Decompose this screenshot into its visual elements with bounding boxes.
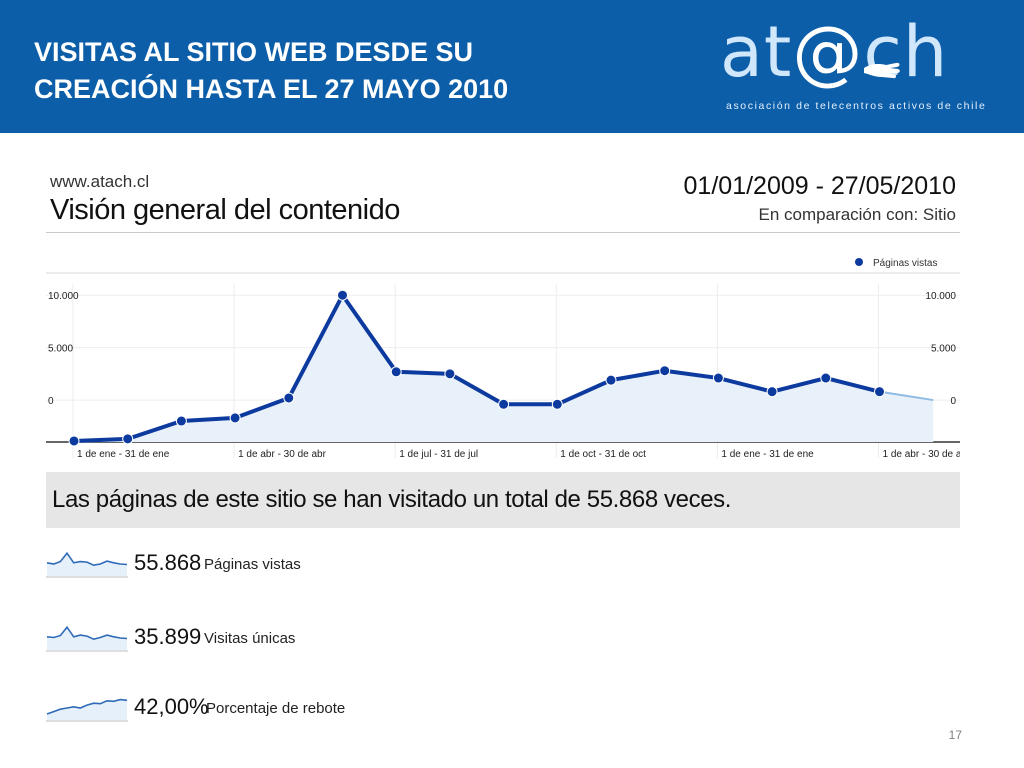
report-heading: Visión general del contenido (50, 194, 400, 226)
comparison-label: En comparación con: Sitio (758, 205, 957, 224)
slide-title-line-2: CREACIÓN HASTA EL 27 MAYO 2010 (34, 74, 509, 104)
total-visits-text: Las páginas de este sitio se han visitad… (52, 486, 732, 513)
legend-marker (855, 258, 863, 266)
y-axis-ticks: 10.000 10.000 5.000 5.000 0 0 (48, 291, 956, 407)
metric-unique-visits-value: 35.899 (134, 624, 202, 649)
atach-logo: at@ch asociación de telecentros activos … (716, 4, 1006, 124)
metric-bounce-rate-value: 42,00% (134, 694, 209, 719)
data-point (337, 289, 348, 301)
x-axis-label: 1 de ene - 31 de ene (721, 449, 814, 460)
data-point (68, 435, 80, 447)
x-axis-label: 1 de oct - 31 de oct (560, 449, 646, 460)
sparkline-line (46, 551, 128, 567)
header-divider (46, 232, 960, 233)
y-axis-tick-right: 0 (950, 396, 956, 407)
data-point (229, 412, 241, 424)
pageviews-line (73, 293, 880, 443)
pageviews-line-chart: 10.000 10.000 5.000 5.000 0 0 1 de ene - 31 d… (46, 258, 960, 460)
hand-icon (864, 62, 900, 79)
x-axis-label: 1 de abr - 30 de a (883, 449, 961, 460)
logo-wordmark: at@ch (720, 4, 948, 100)
bounce-rate-sparkline (46, 698, 128, 722)
data-point (659, 365, 671, 377)
unique-visits-sparkline (46, 625, 128, 652)
sparkline-area (47, 627, 127, 650)
slide-title: VISITAS AL SITIO WEB DESDE SU CREACIÓN H… (34, 34, 674, 108)
site-url: www.atach.cl (50, 172, 150, 191)
y-axis-tick-left: 0 (48, 396, 54, 407)
metric-pageviews-label: Páginas vistas (204, 556, 301, 573)
page-number: 17 (948, 728, 962, 742)
metric-bounce-rate-label: Porcentaje de rebote (206, 700, 346, 717)
pageviews-sparkline (46, 551, 128, 578)
logo-at-sign: @ (792, 11, 864, 93)
data-point (444, 368, 456, 380)
pageviews-projection-line (879, 390, 934, 402)
total-summary-band: Las páginas de este sitio se han visitad… (46, 472, 960, 528)
metric-unique-visits-label: Visitas únicas (204, 630, 296, 647)
data-point (712, 372, 724, 384)
x-axis-label: 1 de jul - 31 de jul (399, 449, 478, 460)
legend-label: Páginas vistas (873, 258, 937, 269)
x-axis-label: 1 de abr - 30 de abr (238, 449, 327, 460)
sparkline-line (46, 698, 128, 715)
chart-legend: Páginas vistas (855, 258, 937, 269)
data-point (766, 386, 778, 398)
x-axis-labels: 1 de ene - 31 de ene 1 de abr - 30 de abr… (77, 449, 960, 460)
data-point (820, 372, 832, 384)
data-point (498, 398, 510, 410)
sparkline-line (46, 625, 128, 641)
data-point (122, 433, 134, 445)
y-axis-tick-right: 5.000 (931, 344, 956, 355)
slide-title-line-1: VISITAS AL SITIO WEB DESDE SU (34, 37, 474, 67)
metric-pageviews-value: 55.868 (134, 550, 202, 575)
chart-points (68, 289, 885, 447)
data-point (283, 392, 295, 404)
logo-text-end: ch (863, 11, 949, 93)
y-axis-tick-left: 5.000 (48, 344, 73, 355)
data-point (175, 415, 187, 427)
data-point (874, 386, 885, 398)
y-axis-tick-right: 10.000 (925, 291, 956, 302)
logo-subtitle: asociación de telecentros activos de chi… (726, 100, 987, 112)
data-point (390, 366, 402, 378)
date-range: 01/01/2009 - 27/05/2010 (683, 172, 956, 200)
pageviews-area (74, 295, 934, 442)
x-axis-label: 1 de ene - 31 de ene (77, 449, 170, 460)
logo-text-start: at (720, 11, 793, 93)
sparkline-area (47, 699, 127, 720)
sparkline-area (47, 553, 127, 576)
data-point (605, 374, 617, 386)
y-axis-tick-left: 10.000 (48, 291, 79, 302)
slide-header: VISITAS AL SITIO WEB DESDE SU CREACIÓN H… (0, 0, 1024, 133)
data-point (551, 398, 563, 410)
